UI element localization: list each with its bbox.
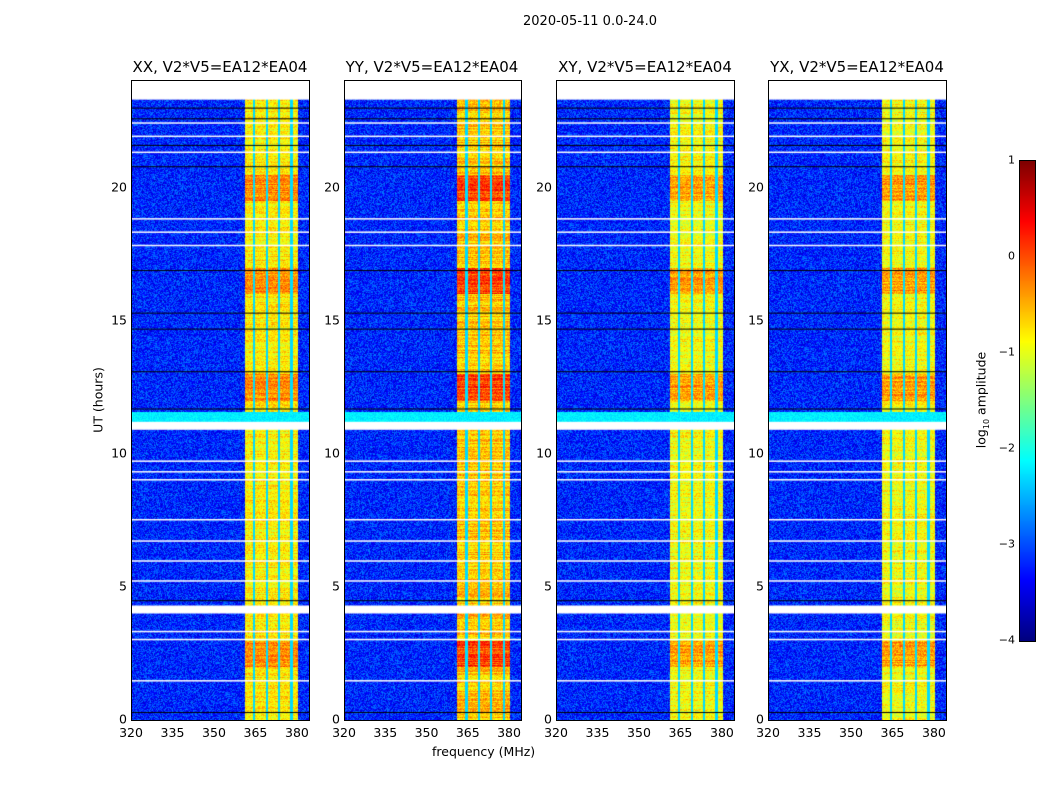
colorbar-tick-label: 1	[1008, 153, 1015, 167]
x-tick-label: 335	[373, 725, 398, 740]
y-tick-label: 20	[111, 179, 127, 194]
x-tick-label: 350	[414, 725, 439, 740]
y-tick-label: 15	[111, 312, 127, 328]
x-tick-label: 365	[243, 725, 268, 740]
y-tick-label: 15	[324, 312, 340, 328]
panel-title-yx: YX, V2*V5=EA12*EA04	[770, 58, 944, 76]
y-tick-label: 5	[119, 578, 127, 594]
y-tick-label: 0	[119, 711, 127, 727]
y-tick-label: 20	[748, 179, 764, 194]
x-tick-label: 365	[880, 725, 905, 740]
x-tick-label: 350	[839, 725, 863, 740]
y-tick-label: 20	[536, 179, 552, 194]
y-tick-label: 5	[756, 578, 764, 594]
y-tick-label: 0	[544, 711, 552, 727]
panel-title-xy: XY, V2*V5=EA12*EA04	[558, 58, 732, 76]
panel-title-yy: YY, V2*V5=EA12*EA04	[345, 58, 519, 76]
x-axis-label: frequency (MHz)	[432, 744, 536, 759]
colorbar-gradient	[1020, 161, 1035, 641]
figure-title: 2020-05-11 0.0-24.0	[523, 14, 657, 29]
y-tick-label: 10	[111, 445, 127, 461]
heatmap-xx	[132, 81, 309, 720]
x-tick-label: 350	[202, 725, 226, 740]
y-tick-label: 10	[324, 445, 340, 461]
x-tick-label: 320	[756, 725, 780, 740]
y-tick-label: 5	[544, 578, 552, 594]
colorbar-label: log10 amplitude	[973, 351, 991, 449]
x-tick-label: 335	[585, 725, 610, 740]
y-tick-label: 15	[536, 312, 552, 328]
x-tick-label: 335	[797, 725, 822, 740]
y-tick-label: 0	[332, 711, 340, 727]
y-tick-label: 15	[748, 312, 764, 328]
x-tick-label: 380	[710, 725, 734, 740]
colorbar-tick-label: −2	[998, 441, 1015, 455]
y-tick-label: 20	[324, 179, 340, 194]
spectrogram-xy	[556, 80, 735, 721]
spectrogram-yx	[768, 80, 947, 721]
x-tick-label: 365	[455, 725, 480, 740]
y-axis-label: UT (hours)	[90, 367, 106, 433]
y-tick-label: 10	[536, 445, 552, 461]
heatmap-yx	[769, 81, 946, 720]
x-tick-label: 335	[160, 725, 185, 740]
spectrogram-yy	[344, 80, 522, 721]
x-tick-label: 320	[544, 725, 568, 740]
x-tick-label: 320	[119, 725, 143, 740]
colorbar	[1019, 160, 1036, 642]
spectrogram-xx	[131, 80, 310, 721]
y-tick-label: 10	[748, 445, 764, 461]
x-tick-label: 380	[922, 725, 946, 740]
x-tick-label: 365	[668, 725, 693, 740]
colorbar-tick-label: 0	[1008, 249, 1015, 263]
colorbar-tick-label: −3	[998, 537, 1015, 551]
x-tick-label: 380	[497, 725, 521, 740]
y-tick-label: 5	[332, 578, 340, 594]
colorbar-tick-label: −1	[998, 345, 1015, 359]
heatmap-xy	[557, 81, 734, 720]
y-tick-label: 0	[756, 711, 764, 727]
x-tick-label: 380	[285, 725, 309, 740]
x-tick-label: 320	[332, 725, 356, 740]
heatmap-yy	[345, 81, 521, 720]
panel-title-xx: XX, V2*V5=EA12*EA04	[132, 58, 308, 76]
colorbar-tick-label: −4	[998, 633, 1015, 647]
x-tick-label: 350	[627, 725, 651, 740]
